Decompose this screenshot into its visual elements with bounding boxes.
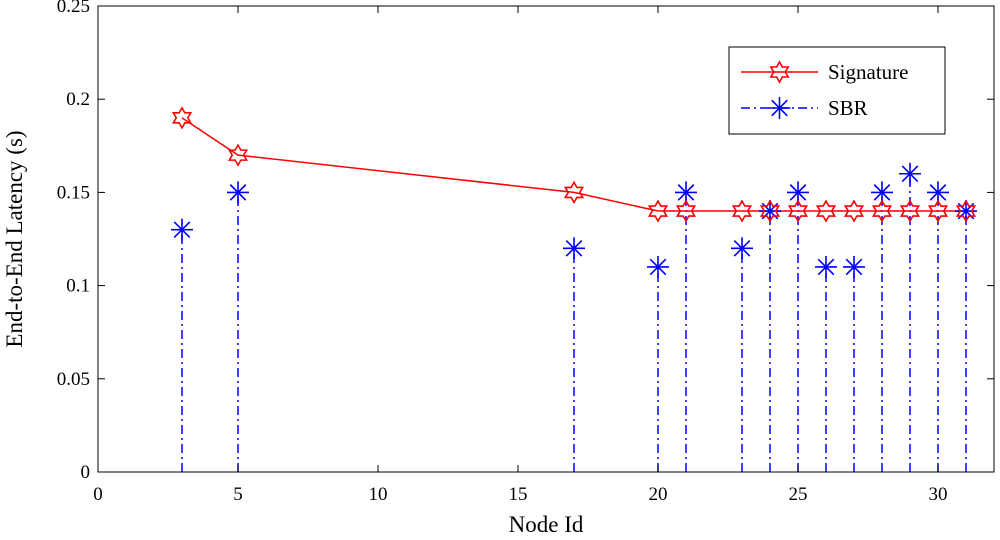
legend: Signature SBR [728,46,946,135]
sbr-point [843,255,865,278]
sbr-point [899,162,921,185]
y-tick-label: 0 [81,462,91,483]
plot-frame [97,5,995,473]
x-axis-label: Node Id [509,512,584,537]
signature-point [843,199,865,223]
y-axis-ticks: 0 0.05 0.1 0.15 0.2 0.25 [57,0,994,483]
y-tick-label: 0.1 [66,276,90,297]
legend-signature-marker [769,60,790,84]
sbr-point [759,200,781,223]
y-tick-label: 0.15 [57,182,90,203]
sbr-point [647,255,669,278]
x-tick-label: 10 [369,484,388,505]
signature-point [899,199,921,223]
signature-point [731,199,753,223]
sbr-point [563,237,585,260]
signature-point [955,199,977,223]
legend-sbr-glyph [768,97,791,119]
signature-point [927,199,949,223]
sbr-point [815,255,837,278]
signature-line-group [181,117,966,212]
y-tick-label: 0.2 [66,89,90,110]
sbr-point [171,218,193,241]
sbr-point [955,200,977,223]
x-tick-label: 0 [93,484,103,505]
y-tick-label: 0.05 [57,369,90,390]
legend-box [728,46,946,135]
signature-point [171,106,193,130]
x-axis-ticks: 0 5 10 15 20 25 30 [93,6,948,505]
data-markers [171,106,977,278]
signature-line [181,117,966,212]
legend-signature-glyph [769,60,790,84]
signature-point [563,180,585,205]
legend-sbr-marker [768,97,791,119]
sbr-point [731,237,753,260]
signature-point [647,199,669,223]
legend-signature-label: Signature [828,60,908,84]
legend-sbr-label: SBR [828,96,868,120]
x-tick-label: 20 [649,484,668,505]
x-tick-label: 25 [789,484,808,505]
signature-point [787,199,809,223]
x-tick-label: 15 [509,484,528,505]
signature-point [675,199,697,223]
signature-point [227,143,249,167]
signature-point [815,199,837,223]
y-axis-label: End-to-End Latency (s) [2,130,27,347]
sbr-point [227,181,249,204]
sbr-point [927,181,949,204]
x-tick-label: 30 [929,484,948,505]
y-tick-label: 0.25 [57,0,90,17]
signature-point [871,199,893,223]
sbr-stems [181,173,967,472]
signature-point [759,199,781,223]
x-tick-label: 5 [233,484,243,505]
